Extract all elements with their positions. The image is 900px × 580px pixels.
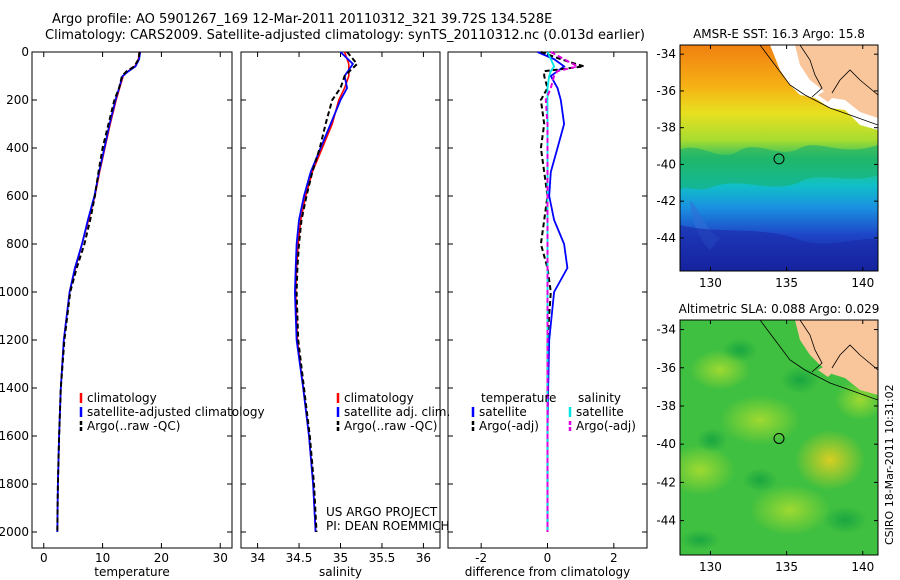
y-tick-label: -38 [656,399,676,413]
x-tick-label: 35.5 [369,551,396,565]
series-line-argo-raw-qc- [56,51,141,533]
argo-position-marker [773,153,785,165]
y-tick-label: -36 [656,84,676,98]
figure-title-line1: Argo profile: AO 5901267_169 12-Mar-2011… [52,12,553,27]
y-tick-label: 200 [6,93,29,107]
y-tick-label: 1400 [0,381,29,395]
x-tick-label: 35 [333,551,348,565]
y-tick-label: 600 [6,189,29,203]
y-tick-label: 1200 [0,333,29,347]
figure-title-line2: Climatology: CARS2009. Satellite-adjuste… [45,28,645,43]
x-tick-label: 130 [699,276,722,290]
legend-entry: climatology [87,391,157,405]
map-frame [679,44,879,272]
series-line-salinity-argo-adj- [544,51,581,532]
map-panel-1: AMSR-E SST: 16.3 Argo: 15.8 130 135 140 -34 -… [656,27,879,290]
x-tick-label: 140 [851,276,874,290]
legend-entry: satellite adj. clim. [344,405,450,419]
x-tick-label: 36 [416,551,431,565]
x-tick-label: 34 [250,551,265,565]
map-frame [679,319,879,556]
series-line-argo-raw-qc- [295,51,359,533]
x-tick-label: 20 [154,551,169,565]
y-tick-label: -42 [656,475,676,489]
legend-heading: temperature [481,391,556,405]
x-tick-label: 0 [40,551,48,565]
legend-entry: Argo(-adj) [576,419,636,433]
x-tick-label: 0 [544,551,552,565]
x-axis-label: temperature [94,565,169,579]
x-tick-label: 135 [775,276,798,290]
legend-entry: climatology [344,391,414,405]
y-tick-label: 2000 [0,525,29,539]
plot-frame [240,51,441,549]
legend-entry: satellite [479,405,527,419]
x-tick-label: 34.5 [286,551,313,565]
legend-entry: Argo(-adj) [479,419,539,433]
legend-entry: Argo(..raw -QC) [87,419,180,433]
y-tick-label: -36 [656,361,676,375]
y-tick-label: -44 [656,514,676,528]
y-tick-label: 800 [6,237,29,251]
map-panel-2: Altimetric SLA: 0.088 Argo: 0.029 130 135 1… [656,302,879,574]
series-line-temperature-argo-adj- [539,51,585,532]
profile-panel-1: 0 10 20 30 temperature 0 200 400 600 800 1000 1200 1… [0,45,233,579]
y-tick-label: 1000 [0,285,29,299]
project-note-line: PI: DEAN ROEMMICH [326,519,449,533]
series-line-satellite-adjusted-climatology [56,51,142,533]
profile-panel-2: 34 34.5 35 35.5 36 salinity [240,51,441,579]
legend-heading: salinity [578,391,621,405]
y-tick-label: 0 [21,45,29,59]
y-tick-label: -38 [656,121,676,135]
legend-entry: satellite [576,405,624,419]
y-tick-label: -42 [656,194,676,208]
y-tick-label: -40 [656,157,676,171]
x-tick-label: 135 [775,560,798,574]
x-tick-label: 140 [851,560,874,574]
legend-entry: Argo(..raw -QC) [344,419,437,433]
sla-map-image [680,320,878,555]
y-tick-label: 1600 [0,429,29,443]
map-title: Altimetric SLA: 0.088 Argo: 0.029 [679,302,880,316]
x-tick-label: 30 [213,551,228,565]
x-tick-label: 130 [699,560,722,574]
x-axis-label: difference from climatology [465,565,631,579]
map-title: AMSR-E SST: 16.3 Argo: 15.8 [693,27,865,41]
y-tick-label: 1800 [0,477,29,491]
argo-position-marker [773,432,785,444]
y-tick-label: -34 [656,47,676,61]
legend-panel-3: temperaturesatelliteArgo(-adj)salinitysa… [471,391,636,433]
legend-entry: satellite-adjusted climatology [87,405,265,419]
y-tick-label: -44 [656,231,676,245]
x-tick-label: 2 [610,551,618,565]
x-tick-label: -2 [475,551,487,565]
y-tick-label: 400 [6,141,29,155]
y-tick-label: -40 [656,437,676,451]
project-note-line: US ARGO PROJECT [326,505,438,519]
y-tick-label: -34 [656,323,676,337]
x-tick-label: 10 [95,551,110,565]
sst-map-image [680,45,878,271]
plot-frame [31,51,233,549]
x-axis-label: salinity [319,565,362,579]
